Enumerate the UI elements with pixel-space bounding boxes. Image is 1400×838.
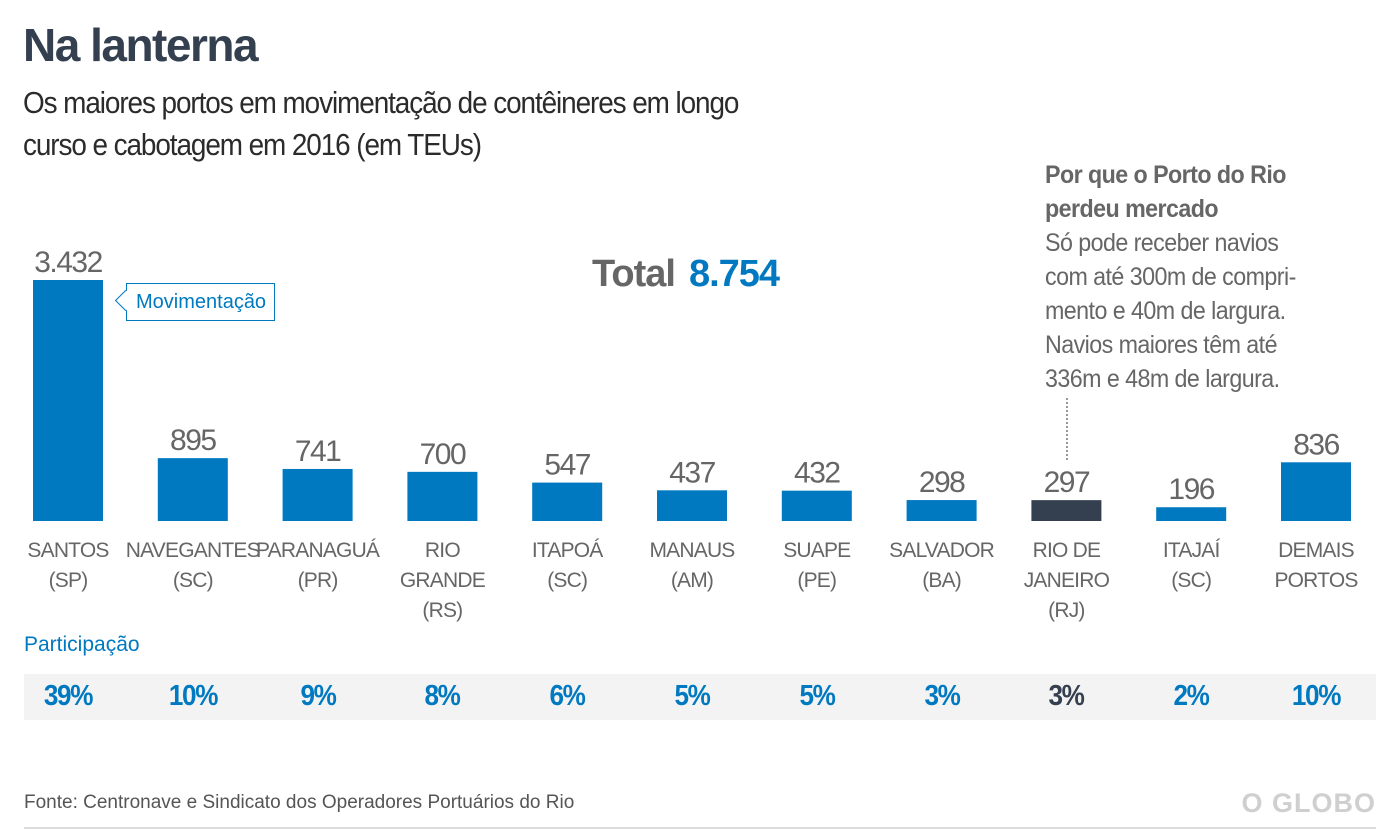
category-label: (SP)	[49, 569, 88, 592]
bar-value-label: 298	[919, 466, 965, 499]
bar-value-label: 196	[1168, 473, 1214, 506]
participation-band	[24, 674, 1376, 720]
bar-value-label: 3.432	[34, 246, 102, 279]
category-label: PARANAGUÁ	[256, 539, 380, 562]
bar-value-label: 700	[420, 438, 466, 471]
bar	[1281, 462, 1351, 521]
bar	[407, 471, 478, 521]
participation-label: Participação	[24, 633, 140, 656]
bar	[157, 458, 228, 521]
category-label: (SC)	[1171, 569, 1211, 592]
annotation-line: Só pode receber navios	[1045, 229, 1279, 257]
category-label: ITAPOÁ	[532, 539, 603, 562]
bar	[906, 500, 977, 521]
participation-value: 5%	[799, 680, 835, 712]
participation-value: 39%	[43, 680, 94, 712]
bar-value-label: 741	[295, 435, 341, 468]
bar	[33, 280, 103, 521]
annotation-line: com até 300m de compri-	[1045, 263, 1296, 291]
bar-chart: 3.432 SANTOS (SP) 895 NAVEGANTES (SC) 741 PARAN…	[27, 246, 1359, 622]
category-label: RIO DE	[1033, 539, 1101, 562]
category-label: (RS)	[422, 599, 462, 622]
category-label: SUAPE	[783, 539, 851, 562]
chart-subtitle: Os maiores portos em movimentação de con…	[23, 85, 739, 162]
bar	[781, 490, 852, 521]
bar	[282, 468, 353, 521]
category-label: RIO	[425, 539, 460, 562]
participation-value: 10%	[1291, 680, 1342, 712]
category-label: (SC)	[173, 569, 213, 592]
category-label: (AM)	[671, 569, 713, 592]
chart-title: Na lanterna	[23, 19, 259, 71]
bar-value-label: 895	[170, 424, 216, 457]
annotation-line: 336m e 48m de largura.	[1045, 365, 1280, 393]
category-label: GRANDE	[400, 569, 486, 592]
participation-value: 8%	[424, 680, 461, 712]
participation-value: 3%	[924, 680, 960, 712]
bar-value-label: 432	[794, 457, 840, 490]
source-note: Fonte: Centronave e Sindicato dos Operad…	[24, 792, 575, 813]
annotation-title: Por que o Porto do Rio perdeu mercado	[1045, 161, 1286, 223]
category-label: JANEIRO	[1024, 569, 1110, 592]
category-label: SANTOS	[27, 539, 109, 562]
category-label: (RJ)	[1048, 599, 1084, 622]
category-label: SALVADOR	[889, 539, 994, 562]
callout-label: Movimentação	[136, 291, 267, 313]
category-label: PORTOS	[1274, 569, 1358, 592]
category-label: DEMAIS	[1278, 539, 1355, 562]
total-label: Total	[592, 253, 676, 295]
participation-value: 9%	[300, 680, 336, 712]
total-value: 8.754	[688, 253, 780, 295]
participation-value: 10%	[168, 680, 219, 712]
bar-value-label: 547	[544, 449, 590, 482]
total-readout: Total 8.754	[592, 253, 780, 296]
bottom-divider	[24, 827, 1376, 829]
participation-value: 3%	[1048, 680, 1085, 712]
bar-value-label: 836	[1293, 428, 1339, 461]
bar-value-label: 297	[1044, 466, 1090, 499]
bar	[1031, 500, 1102, 521]
bars-group: 3.432 SANTOS (SP) 895 NAVEGANTES (SC) 741 PARAN…	[27, 246, 1359, 622]
participation-value: 2%	[1173, 680, 1210, 712]
category-label: ITAJAÍ	[1163, 539, 1221, 562]
participation-value: 5%	[674, 680, 710, 712]
series-callout: Movimentação	[114, 283, 276, 321]
bar	[1156, 507, 1227, 521]
category-label: (SC)	[547, 569, 587, 592]
category-label: (PE)	[797, 569, 836, 592]
annotation-line: mento e 40m de largura.	[1045, 297, 1286, 325]
category-label: MANAUS	[649, 539, 735, 562]
publisher-logo: O GLOBO	[1241, 788, 1376, 818]
category-label: (BA)	[922, 569, 961, 592]
participation-value: 6%	[549, 680, 586, 712]
category-label: NAVEGANTES	[126, 539, 261, 562]
bar-value-label: 437	[669, 456, 715, 489]
bar	[532, 482, 603, 521]
bar	[657, 490, 727, 521]
category-label: (PR)	[298, 569, 338, 592]
annotation-line: Navios maiores têm até	[1045, 331, 1278, 359]
rio-annotation: Por que o Porto do Rio perdeu mercado Só…	[1045, 158, 1385, 396]
